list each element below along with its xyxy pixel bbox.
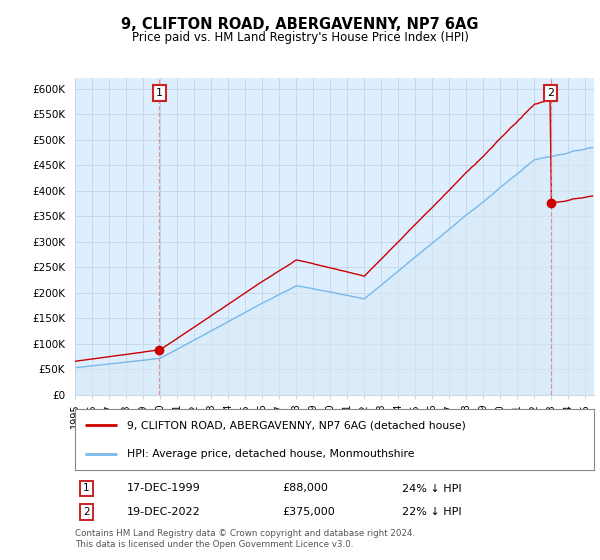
Text: 9, CLIFTON ROAD, ABERGAVENNY, NP7 6AG (detached house): 9, CLIFTON ROAD, ABERGAVENNY, NP7 6AG (d… <box>127 421 466 431</box>
Text: 9, CLIFTON ROAD, ABERGAVENNY, NP7 6AG: 9, CLIFTON ROAD, ABERGAVENNY, NP7 6AG <box>121 17 479 32</box>
Text: Contains HM Land Registry data © Crown copyright and database right 2024.
This d: Contains HM Land Registry data © Crown c… <box>75 529 415 549</box>
Text: £88,000: £88,000 <box>283 483 328 493</box>
Text: 2: 2 <box>83 507 90 517</box>
Text: 22% ↓ HPI: 22% ↓ HPI <box>402 507 461 517</box>
Text: 1: 1 <box>83 483 90 493</box>
Text: HPI: Average price, detached house, Monmouthshire: HPI: Average price, detached house, Monm… <box>127 449 415 459</box>
Text: 24% ↓ HPI: 24% ↓ HPI <box>402 483 461 493</box>
Text: 2: 2 <box>547 88 554 98</box>
Text: 19-DEC-2022: 19-DEC-2022 <box>127 507 200 517</box>
Text: £375,000: £375,000 <box>283 507 335 517</box>
Text: 17-DEC-1999: 17-DEC-1999 <box>127 483 200 493</box>
Text: 1: 1 <box>156 88 163 98</box>
Text: Price paid vs. HM Land Registry's House Price Index (HPI): Price paid vs. HM Land Registry's House … <box>131 31 469 44</box>
